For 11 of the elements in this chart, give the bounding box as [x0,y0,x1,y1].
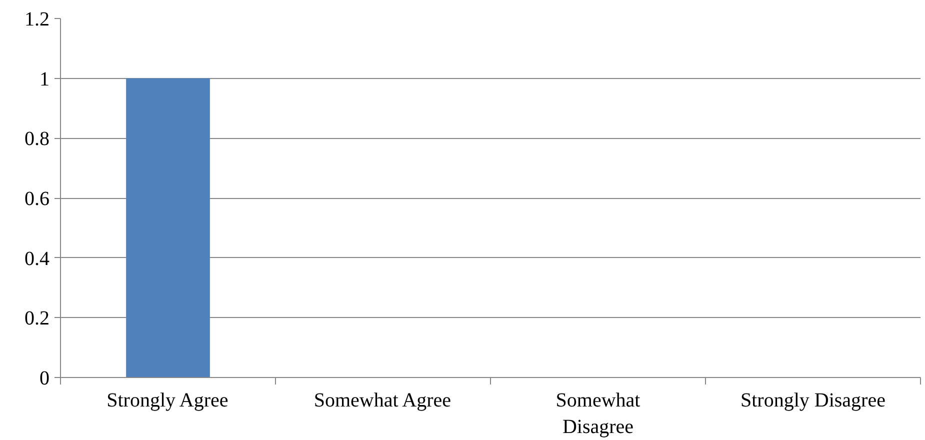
y-tick-label: 1 [40,68,50,90]
y-tick-label: 1.2 [24,8,50,30]
y-tick-label: 0.4 [24,248,50,270]
y-tick-label: 0.8 [24,128,50,150]
y-tick-label: 0 [40,368,50,390]
y-tick-label: 0.2 [24,308,50,330]
x-tick-label: Somewhat Agree [314,390,452,412]
x-tick-label: Strongly Disagree [740,390,886,412]
y-tick-label: 0.6 [24,188,50,210]
x-tick-label: Somewhat Disagree [556,390,641,438]
x-tick-label: Strongly Agree [106,390,228,412]
